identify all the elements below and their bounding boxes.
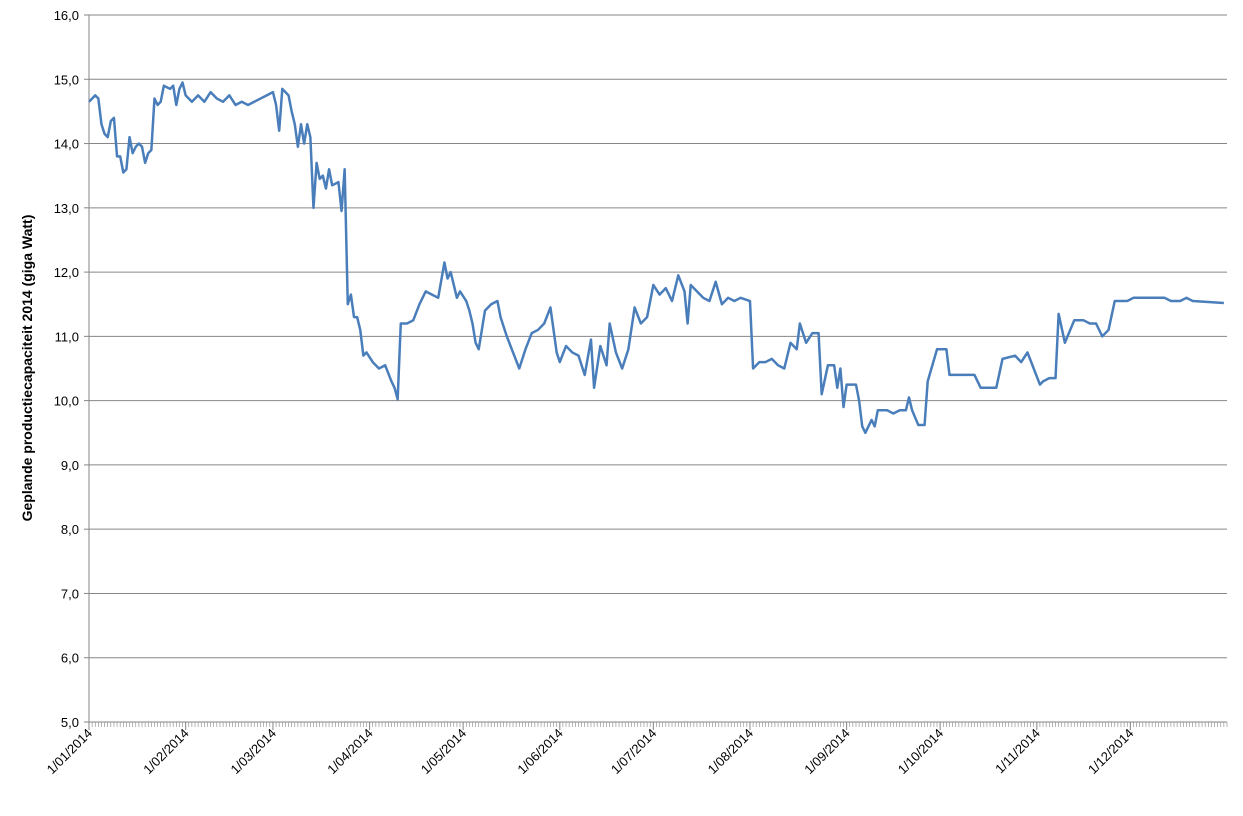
x-tick-label: 1/12/2014 [1085,726,1137,778]
y-tick-label: 8,0 [61,522,79,537]
x-tick-label: 1/06/2014 [514,726,566,778]
y-tick-label: 9,0 [61,458,79,473]
y-tick-label: 6,0 [61,651,79,666]
x-tick-label: 1/10/2014 [895,726,947,778]
y-tick-label: 10,0 [54,394,79,409]
y-tick-label: 7,0 [61,586,79,601]
data-line [88,81,1224,435]
y-tick-label: 11,0 [55,329,79,344]
y-tick-label: 5,0 [61,715,79,730]
x-tick-label: 1/01/2014 [44,726,96,778]
y-tick-label: 14,0 [54,137,79,152]
x-tick-label: 1/08/2014 [705,726,757,778]
y-tick-label: 16,0 [54,8,79,23]
x-tick-label: 1/09/2014 [801,726,853,778]
x-tick-label: 1/02/2014 [140,726,192,778]
x-tick-label: 1/11/2014 [992,726,1043,777]
y-axis-label: Geplande productiecapaciteit 2014 (giga … [19,215,35,522]
y-tick-label: 12,0 [54,265,79,280]
y-tick-label: 13,0 [54,201,79,216]
x-tick-label: 1/05/2014 [418,726,470,778]
x-tick-label: 1/07/2014 [608,726,660,778]
x-tick-label: 1/03/2014 [228,726,280,778]
y-tick-label: 15,0 [54,72,79,87]
x-tick-label: 1/04/2014 [324,726,376,778]
